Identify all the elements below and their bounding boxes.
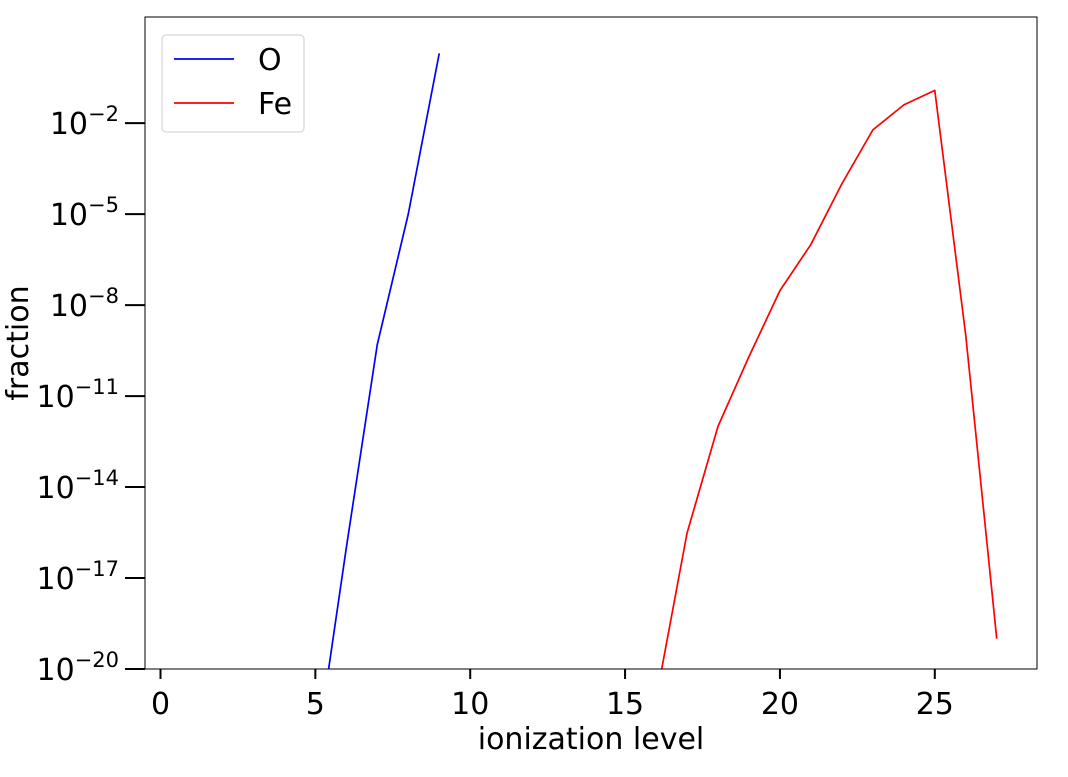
y-tick-base: 10 xyxy=(36,471,74,506)
x-tick-label: 0 xyxy=(151,687,170,722)
series-line-fe xyxy=(660,89,998,669)
y-tick-label: 10−5 xyxy=(50,193,119,233)
y-tick-exponent: −2 xyxy=(88,102,119,126)
y-tick-exponent: −14 xyxy=(75,466,119,490)
y-tick-label: 10−11 xyxy=(36,375,119,415)
legend-label-o: O xyxy=(258,43,282,78)
y-tick-label: 10−14 xyxy=(36,466,119,506)
legend: O Fe xyxy=(161,34,305,133)
x-tick-label: 15 xyxy=(606,687,644,722)
y-tick-base: 10 xyxy=(36,653,74,688)
x-tick-label: 20 xyxy=(761,687,799,722)
series-layer xyxy=(327,53,998,669)
y-tick-base: 10 xyxy=(36,380,74,415)
x-axis: 0 5 10 15 20 25 xyxy=(145,668,1037,722)
y-axis-label: fraction xyxy=(1,285,36,400)
y-tick-label: 10−20 xyxy=(36,648,119,688)
y-tick-exponent: −20 xyxy=(75,648,119,672)
y-tick-base: 10 xyxy=(50,107,88,142)
y-tick-base: 10 xyxy=(50,198,88,233)
x-tick-label: 25 xyxy=(916,687,954,722)
y-tick-label: 10−17 xyxy=(36,557,119,597)
y-tick-exponent: −17 xyxy=(75,557,119,581)
series-line-o xyxy=(327,53,441,669)
y-tick-label: 10−8 xyxy=(50,284,119,324)
legend-label-fe: Fe xyxy=(258,87,292,122)
x-axis-label: ionization level xyxy=(478,722,705,757)
y-tick-exponent: −5 xyxy=(88,193,119,217)
y-tick-exponent: −11 xyxy=(75,375,119,399)
x-tick-label: 5 xyxy=(306,687,325,722)
y-tick-base: 10 xyxy=(50,289,88,324)
x-tick-label: 10 xyxy=(451,687,489,722)
y-tick-label: 10−2 xyxy=(50,102,119,142)
y-tick-base: 10 xyxy=(36,562,74,597)
y-tick-exponent: −8 xyxy=(88,284,119,308)
